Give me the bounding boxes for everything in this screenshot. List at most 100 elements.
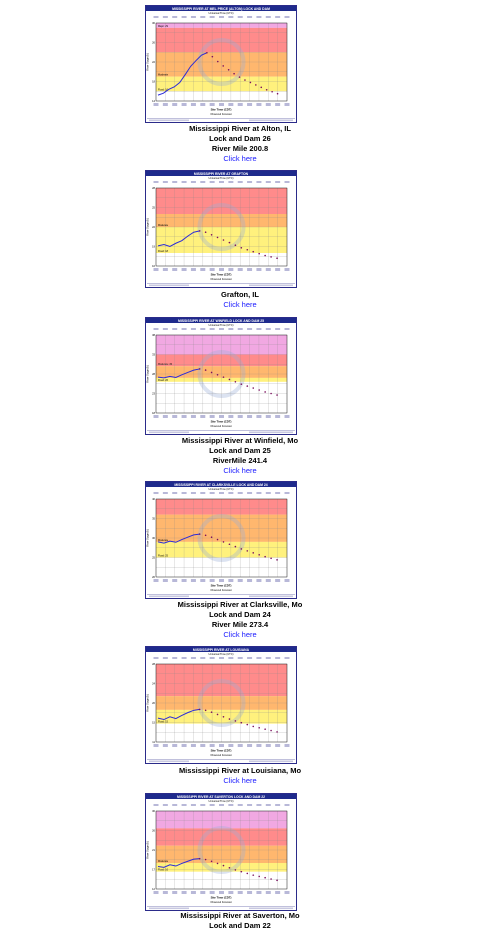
y-tick-label: 20 [152,701,155,705]
bottom-tick-label [256,268,262,271]
top-tick-label [219,328,224,330]
bottom-tick-label [256,103,262,106]
hydrograph-image: MISSISSIPPI RIVER AT MEL PRICE (ALTON) L… [145,5,297,123]
bottom-tick-label [275,579,281,582]
title-bar [146,647,296,652]
bottom-tick-label [190,268,196,271]
hydrograph-svg: MISSISSIPPI RIVER AT SAVERTON LOCK AND D… [145,793,297,911]
bottom-tick-label [228,415,234,418]
forecast-point [204,534,207,537]
top-tick-label [200,328,206,330]
y-tick-label: 26 [152,829,155,833]
bottom-tick-label [275,415,281,418]
top-tick-label [190,492,196,494]
bottom-tick-label [275,744,281,747]
bottom-tick-label [265,268,271,271]
band-label: Major: 29 [158,25,169,28]
bottom-tick-label [200,103,206,106]
forecast-point [271,90,273,93]
gauge-caption: Grafton, IL Click here [0,290,480,310]
bottom-tick-label [153,415,159,418]
top-tick-label [247,181,253,183]
y-tick-label: 11 [152,740,155,744]
legend: Observed Forecast [210,754,232,757]
top-tick-label [237,804,243,806]
top-tick-label [219,181,224,183]
click-here-link[interactable]: Click here [223,630,257,639]
forecast-point [216,713,219,716]
legend: Observed Forecast [210,901,232,904]
y-tick-label: 28 [152,662,155,666]
bottom-tick-label [162,891,168,894]
bottom-tick-label [284,579,290,582]
plot-border [155,498,288,578]
forecast-point [210,536,213,539]
top-tick-label [247,16,253,18]
bottom-tick-label [219,103,224,106]
bottom-tick-label [228,891,234,894]
bottom-tick-label [275,103,281,106]
plot-border [155,810,288,890]
top-tick-label [256,181,262,183]
band-label: Flood: 18 [158,250,169,253]
top-axis-label: Universal Time (UTC) [209,11,234,15]
top-tick-label [190,181,196,183]
top-tick-label [284,16,290,18]
plot-border [155,663,288,743]
top-tick-label [181,492,187,494]
caption-line: River Mile 200.8 [211,144,269,153]
bottom-tick-label [209,579,215,582]
forecast-point [252,874,255,876]
top-tick-label [219,16,224,18]
plot-border [155,187,288,267]
top-tick-label [265,492,271,494]
forecast-point [258,252,260,255]
click-here-link[interactable]: Click here [223,154,257,163]
click-here-link[interactable]: Click here [223,466,257,475]
top-tick-label [153,492,159,494]
bottom-tick-label [162,268,168,271]
forecast-point [270,392,272,395]
bottom-tick-label [247,744,253,747]
top-tick-label [247,657,253,659]
observed-line [157,708,200,721]
caption-line: Mississippi River at Alton, IL [189,124,291,133]
forecast-point [211,55,214,58]
top-tick-label [153,181,159,183]
forecast-point [198,230,201,232]
forecast-point [228,718,231,720]
forecast-point [234,720,237,722]
click-here-link[interactable]: Click here [223,300,257,309]
y-tick-label: 20 [152,575,155,579]
bottom-tick-label [219,579,224,582]
forecast-point [265,88,268,91]
forecast-point [238,76,241,78]
chart-title: MISSISSIPPI RIVER AT SAVERTON LOCK AND D… [177,795,265,799]
y-tick-label: 19 [152,245,155,249]
chart-title: MISSISSIPPI RIVER AT GRAFTON [194,172,249,176]
observed-line [157,858,200,868]
top-tick-label [284,492,290,494]
forecast-point [210,711,213,713]
forecast-point [252,725,255,728]
top-tick-label [228,16,234,18]
hydrograph-image: MISSISSIPPI RIVER AT LOUISIANA Universal … [145,646,297,764]
top-tick-label [265,657,271,659]
forecast-point [206,51,208,54]
top-axis-label: Universal Time (UTC) [209,652,234,656]
x-axis-label: Site Time (CDT) [211,749,232,753]
bottom-tick-label [153,579,159,582]
y-tick-label: 15 [152,721,155,725]
click-here-link[interactable]: Click here [223,776,257,785]
caption-line: Mississippi River at Saverton, Mo [180,911,300,920]
forecast-point [258,389,260,391]
top-tick-label [237,181,243,183]
top-tick-label [209,328,215,330]
forecast-point [216,862,219,865]
bottom-tick-label [265,415,271,418]
bottom-tick-label [181,103,187,106]
legend: Observed Forecast [210,425,232,428]
footer-text [149,907,189,910]
top-tick-label [256,328,262,330]
